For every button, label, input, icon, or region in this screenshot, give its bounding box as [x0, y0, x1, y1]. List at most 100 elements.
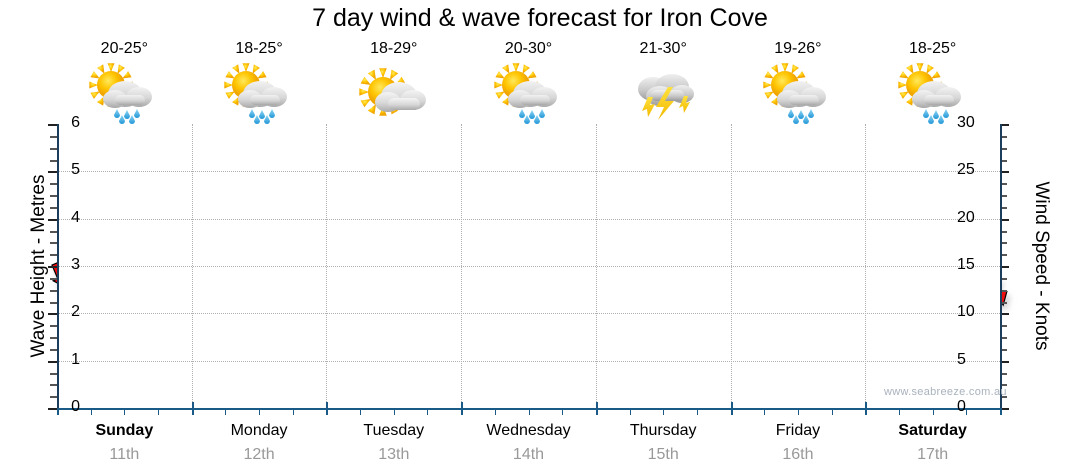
- sun-cloud-rain-icon: [89, 63, 153, 124]
- thunderstorm-icon: [638, 74, 695, 120]
- sun-cloud-rain-icon: [224, 63, 288, 124]
- right-axis-tick: [1000, 337, 1007, 339]
- horizontal-gridline: [57, 171, 1000, 173]
- day-name-label: Tuesday: [363, 422, 425, 439]
- right-axis-tick-label: 10: [957, 303, 975, 321]
- left-axis-tick: [50, 325, 57, 328]
- day-name-label: Thursday: [629, 422, 697, 439]
- right-axis-line: [1000, 124, 1002, 408]
- day-temperature-range: 18-29°: [370, 40, 418, 57]
- time-axis-tick: [663, 408, 665, 415]
- time-axis-tick: [360, 408, 362, 415]
- left-axis-tick: [50, 337, 57, 339]
- day-date-label: 17th: [917, 446, 949, 463]
- day-weather-icon: [731, 62, 865, 124]
- day-divider-gridline: [326, 124, 328, 408]
- left-axis-tick-label: 0: [71, 398, 80, 415]
- right-axis-title: Wind Speed - Knots: [1031, 181, 1052, 351]
- left-axis-tick: [50, 348, 57, 351]
- left-axis-tick: [50, 135, 57, 138]
- time-axis-tick: [225, 408, 227, 415]
- left-axis-tick: [50, 195, 57, 197]
- day-date-label: 16th: [782, 446, 814, 463]
- right-axis-tick: [1000, 218, 1009, 221]
- time-axis-tick: [292, 408, 294, 415]
- time-axis-tick: [528, 408, 530, 415]
- right-axis-tick: [1000, 372, 1007, 375]
- day-weather-icon: [192, 62, 326, 124]
- right-axis-tick: [1000, 325, 1007, 328]
- right-axis-tick: [1000, 266, 1009, 268]
- left-axis-line: [57, 124, 59, 408]
- left-axis-tick-label: 5: [71, 161, 80, 179]
- day-date-label: 13th: [378, 446, 410, 463]
- day-weather-icon: [57, 62, 191, 124]
- right-axis-tick: [1000, 159, 1007, 162]
- day-date-label: 14th: [512, 446, 545, 463]
- time-axis-tick: [696, 408, 698, 415]
- horizontal-gridline: [57, 218, 1000, 220]
- time-axis-tick: [494, 408, 496, 415]
- left-axis-tick: [48, 171, 57, 174]
- left-axis-tick-label: 6: [71, 114, 80, 131]
- plot-area: [48, 124, 1009, 415]
- time-axis-tick: [562, 408, 564, 415]
- right-axis-tick: [1000, 195, 1007, 197]
- day-name-label: Wednesday: [486, 422, 571, 439]
- right-axis-tick: [1000, 301, 1007, 304]
- right-axis-tick: [1000, 124, 1009, 126]
- right-axis-tick: [1000, 360, 1009, 363]
- right-axis-tick-label: 5: [957, 350, 966, 368]
- page-title: 7 day wind & wave forecast for Iron Cove: [312, 4, 768, 32]
- time-axis-tick: [1000, 402, 1002, 415]
- left-axis-tick: [50, 289, 57, 292]
- left-axis-tick: [48, 360, 57, 363]
- time-axis-tick: [831, 408, 833, 415]
- left-axis-tick: [50, 254, 57, 257]
- left-axis-tick: [50, 301, 57, 304]
- left-axis-tick: [48, 408, 57, 410]
- time-axis-tick: [966, 408, 968, 415]
- right-axis-tick: [1000, 171, 1009, 174]
- right-axis-tick: [1000, 408, 1009, 410]
- left-axis-tick: [50, 147, 57, 150]
- sun-cloud-rain-icon: [763, 63, 826, 124]
- left-axis-tick: [50, 206, 57, 209]
- time-axis-tick: [90, 408, 92, 415]
- right-axis-tick: [1000, 135, 1007, 138]
- left-axis-tick: [50, 372, 57, 375]
- sun-cloud-rain-icon: [493, 63, 557, 124]
- left-axis-tick-label: 1: [71, 350, 80, 368]
- day-name-label: Monday: [230, 422, 288, 439]
- horizontal-gridline: [57, 266, 1000, 267]
- day-date-label: 11th: [109, 446, 140, 463]
- day-divider-gridline: [191, 124, 193, 408]
- right-axis-tick-label: 30: [957, 114, 975, 131]
- day-divider-gridline: [461, 124, 463, 408]
- time-axis-tick: [158, 408, 160, 415]
- day-divider-gridline: [865, 124, 867, 408]
- right-axis-tick-label: 0: [957, 398, 966, 415]
- left-axis-tick: [50, 183, 57, 186]
- sun-cloud-icon: [359, 68, 426, 116]
- day-temperature-range: 20-25°: [100, 40, 148, 57]
- right-axis-tick: [1000, 277, 1007, 280]
- day-temperature-range: 18-25°: [908, 40, 957, 57]
- day-name-label: Sunday: [95, 422, 154, 439]
- day-temperature-range: 18-25°: [235, 40, 283, 57]
- left-axis-tick: [50, 230, 57, 233]
- right-axis-tick: [1000, 348, 1007, 351]
- left-axis-tick: [48, 124, 57, 126]
- left-axis-tick: [50, 242, 57, 245]
- right-axis-tick: [1000, 242, 1007, 245]
- right-axis-tick: [1000, 183, 1007, 186]
- day-divider-gridline: [730, 124, 732, 408]
- day-temperature-range: 20-30°: [504, 40, 553, 57]
- left-axis-tick-label: 4: [71, 208, 80, 226]
- right-axis-tick-label: 15: [957, 256, 975, 273]
- left-axis-tick: [50, 159, 57, 162]
- left-axis-tick-label: 2: [71, 303, 80, 321]
- right-axis-tick: [1000, 254, 1007, 257]
- right-axis-tick: [1000, 147, 1007, 150]
